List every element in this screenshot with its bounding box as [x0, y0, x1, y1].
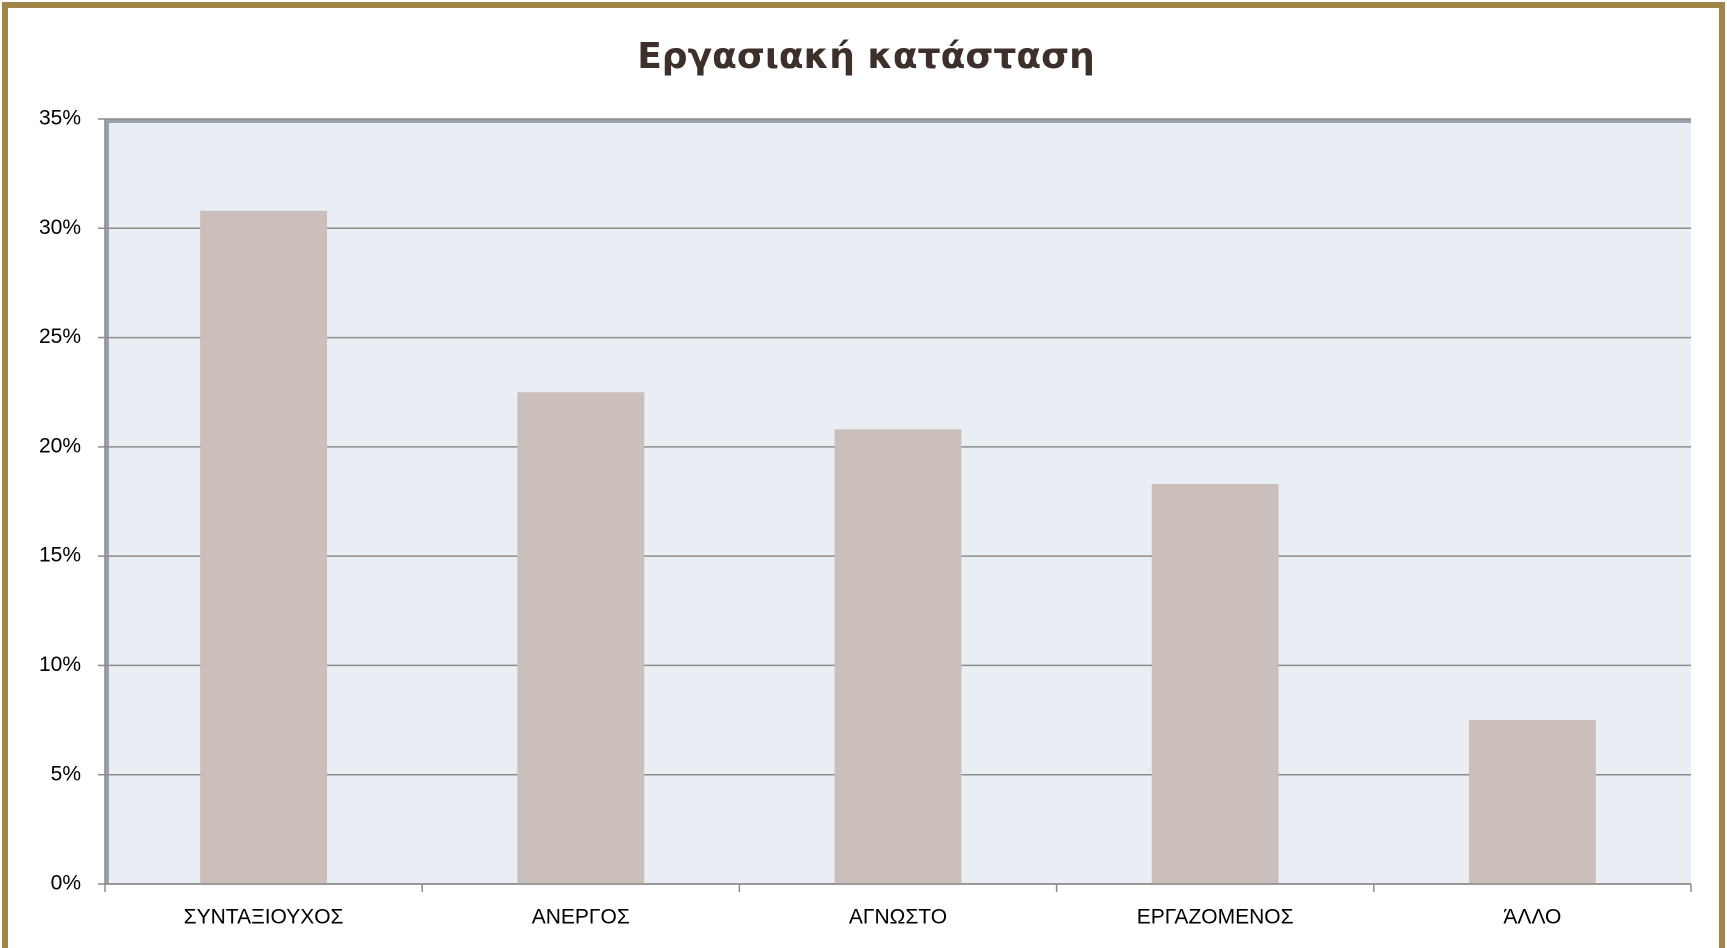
chart-title: Εργασιακή κατάσταση — [637, 36, 1095, 77]
y-tick-label: 15% — [39, 544, 81, 567]
bar — [834, 429, 962, 884]
plot-shadow-left — [105, 119, 109, 884]
x-tick-label: ΆΛΛΟ — [1503, 906, 1561, 929]
y-tick-label: 5% — [51, 762, 81, 785]
bar — [200, 210, 328, 885]
y-tick-label: 20% — [39, 434, 81, 457]
bar — [1151, 484, 1279, 884]
x-tick-label: ΑΓΝΩΣΤΟ — [849, 906, 947, 929]
bar — [1468, 720, 1596, 884]
x-tick-label: ΕΡΓΑΖΟΜΕΝΟΣ — [1137, 906, 1294, 929]
x-tick-label: ΣΥΝΤΑΞΙΟΥΧΟΣ — [184, 906, 344, 929]
y-tick-label: 30% — [39, 216, 81, 239]
y-tick-label: 10% — [39, 653, 81, 676]
y-tick-label: 35% — [39, 107, 81, 130]
plot-shadow-top — [105, 119, 1691, 123]
y-tick-label: 0% — [51, 872, 81, 895]
x-tick-label: ΑΝΕΡΓΟΣ — [532, 906, 630, 929]
y-tick-label: 25% — [39, 325, 81, 348]
bar — [517, 392, 645, 884]
